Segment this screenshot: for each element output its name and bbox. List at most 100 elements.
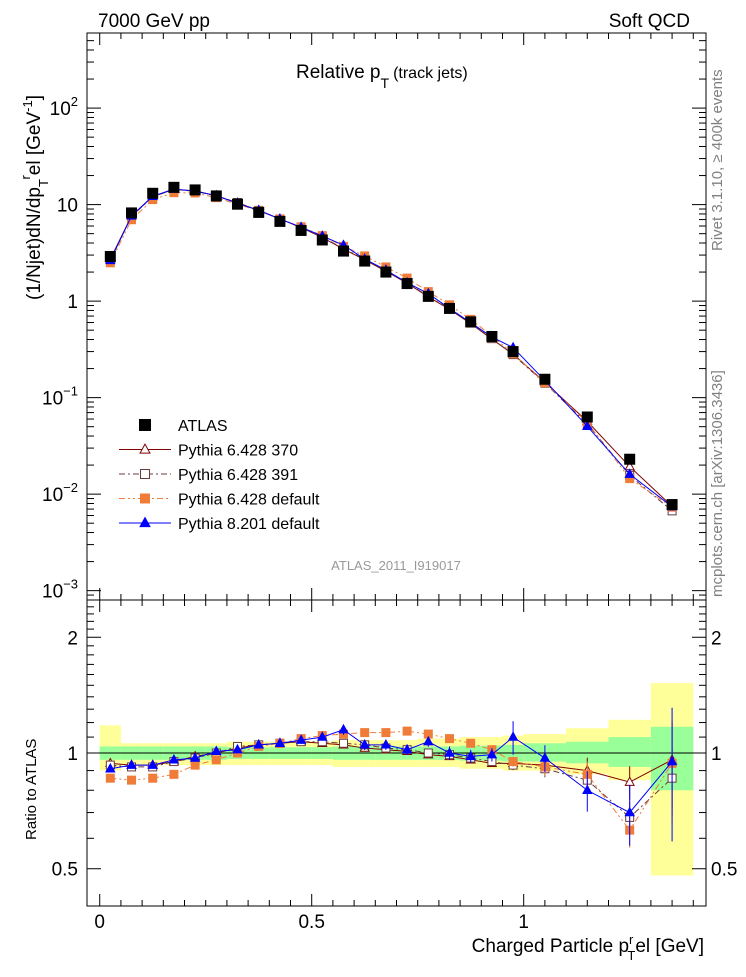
ratio-series-marker bbox=[402, 726, 412, 736]
data-point bbox=[359, 255, 371, 267]
legend-marker bbox=[140, 469, 150, 479]
data-point bbox=[507, 346, 519, 358]
ratio-series-marker bbox=[105, 762, 116, 773]
ratio-series-marker bbox=[423, 735, 434, 746]
ratio-series-marker bbox=[539, 752, 551, 762]
ratio-series-marker bbox=[338, 723, 349, 734]
tick-exponent: −2 bbox=[63, 480, 78, 495]
ratio-band-inner bbox=[608, 737, 651, 767]
data-point bbox=[624, 453, 636, 465]
data-point bbox=[581, 411, 593, 423]
ratio-series-marker bbox=[211, 745, 222, 756]
ratio-series-marker bbox=[466, 738, 476, 748]
legend-label: Pythia 6.428 370 bbox=[178, 443, 298, 460]
ratio-axis-ticks: 0 0.5 1 2 2 1 1 0.5 0.5 bbox=[52, 599, 737, 933]
ratio-plot-data bbox=[105, 707, 678, 848]
x-tick-label: 0.5 bbox=[298, 912, 324, 933]
ratio-series-marker bbox=[423, 748, 433, 758]
ratio-series-line bbox=[110, 730, 673, 832]
main-ylabel-exp: -1 bbox=[20, 100, 35, 112]
main-series-line bbox=[109, 188, 673, 512]
plot-title-suffix: (track jets) bbox=[393, 65, 468, 82]
legend-label: Pythia 8.201 default bbox=[178, 516, 320, 533]
ratio-series-marker bbox=[465, 750, 476, 761]
tick-base: 10 bbox=[57, 196, 78, 217]
ratio-series-marker bbox=[105, 773, 115, 783]
ratio-y-tick-label-right: 1 bbox=[711, 744, 722, 765]
ratio-series-marker bbox=[253, 739, 264, 749]
ratio-series-marker bbox=[666, 755, 678, 766]
ratio-y-tick-label: 2 bbox=[67, 628, 78, 649]
x-axis-label-sup: r bbox=[629, 932, 634, 947]
ratio-series-marker bbox=[274, 737, 286, 747]
main-series-marker bbox=[624, 468, 635, 478]
ratio-series-marker bbox=[232, 743, 243, 754]
legend-marker bbox=[139, 443, 151, 454]
data-point bbox=[104, 250, 116, 262]
ratio-series-marker bbox=[168, 753, 180, 764]
ratio-series-marker bbox=[189, 752, 201, 762]
main-ylabel-text: (1/Njet)dN/dp bbox=[24, 187, 45, 300]
plot-title-sub: T bbox=[381, 75, 390, 91]
data-point bbox=[465, 316, 477, 328]
ratio-y-tick-label-right: 2 bbox=[711, 628, 722, 649]
main-y-tick-label: 10−3 bbox=[42, 577, 78, 603]
ratio-ylabel: Ratio to ATLAS bbox=[23, 739, 40, 840]
ratio-y-tick-label: 0.5 bbox=[52, 860, 78, 881]
tick-exponent: 2 bbox=[71, 94, 78, 109]
ratio-series-marker bbox=[169, 769, 179, 779]
header-process: Soft QCD bbox=[609, 11, 690, 32]
main-plot-frame bbox=[86, 32, 707, 601]
tick-base: 10 bbox=[50, 99, 71, 120]
data-point bbox=[274, 215, 286, 227]
x-axis-label-main: Charged Particle p bbox=[472, 936, 629, 957]
legend-label: Pythia 6.428 default bbox=[178, 492, 320, 509]
ratio-series-marker bbox=[359, 739, 370, 749]
ratio-y-tick-label: 1 bbox=[67, 744, 78, 765]
main-ylabel-end: el [GeV bbox=[24, 111, 45, 175]
ratio-series-marker bbox=[582, 784, 593, 794]
ratio-series-marker bbox=[624, 806, 635, 817]
main-y-tick-label: 1 bbox=[67, 292, 78, 313]
data-point bbox=[539, 373, 551, 385]
ratio-series-marker bbox=[126, 759, 137, 769]
main-plot-data bbox=[104, 181, 678, 516]
x-tick-label: 1 bbox=[518, 912, 529, 933]
ratio-series-marker bbox=[317, 731, 328, 741]
legend-label: Pythia 6.428 391 bbox=[178, 467, 298, 484]
ratio-series-marker bbox=[444, 734, 454, 744]
legend-marker-data bbox=[139, 419, 151, 431]
legend: ATLAS Pythia 6.428 370 Pythia 6.428 391 Pyt… bbox=[119, 418, 320, 533]
header-energy: 7000 GeV pp bbox=[98, 11, 210, 32]
plot-title: Relative pT(track jets) bbox=[296, 62, 468, 91]
ratio-series-marker bbox=[190, 760, 200, 770]
data-point bbox=[401, 278, 413, 290]
legend-marker bbox=[139, 516, 151, 528]
main-ylabel-sub: T bbox=[36, 179, 51, 187]
data-point bbox=[253, 206, 265, 218]
data-point bbox=[380, 266, 392, 278]
main-series-line bbox=[109, 192, 673, 508]
data-point bbox=[443, 302, 455, 314]
ratio-y-tick-label-right: 0.5 bbox=[711, 860, 737, 881]
data-point bbox=[189, 184, 201, 196]
ratio-series-marker bbox=[211, 755, 221, 765]
data-point bbox=[422, 290, 434, 302]
main-y-tick-label: 10 bbox=[57, 196, 78, 217]
ratio-series-marker bbox=[401, 743, 413, 754]
x-axis-label: Charged Particle pr Tel [GeV] bbox=[472, 932, 704, 963]
mcplots-label: mcplots.cern.ch [arXiv:1306.3436] bbox=[709, 370, 726, 597]
ratio-bands bbox=[87, 683, 706, 876]
data-point bbox=[210, 190, 222, 202]
data-point bbox=[168, 181, 180, 193]
data-point bbox=[338, 245, 350, 257]
ratio-series-marker bbox=[508, 757, 518, 767]
ratio-series-marker bbox=[295, 734, 307, 744]
main-ylabel-close: ] bbox=[24, 95, 45, 100]
main-series-marker bbox=[582, 420, 593, 431]
data-point bbox=[126, 207, 138, 219]
ratio-series-marker bbox=[507, 731, 519, 741]
